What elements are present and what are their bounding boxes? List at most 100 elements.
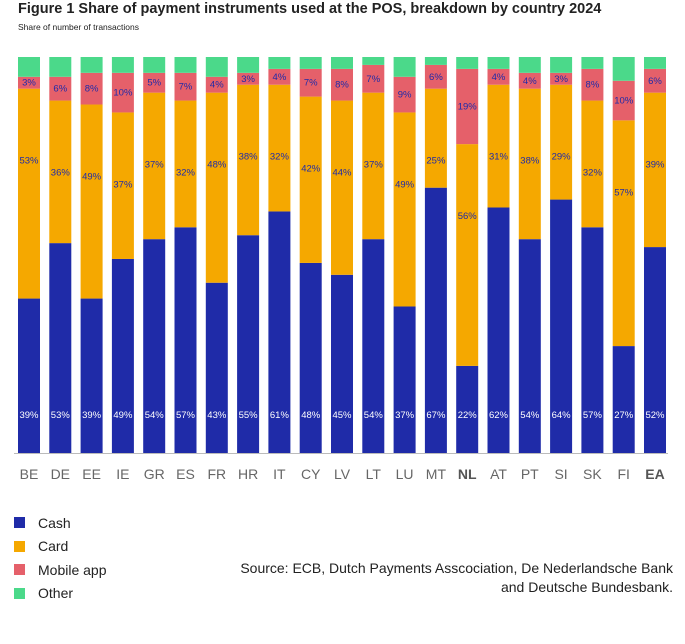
bar-other-lu [393,57,416,77]
bar-mobile-app-de [49,76,72,101]
x-tick-label-ie: IE [116,466,129,482]
data-label-cash-be: 39% [19,410,39,421]
data-label-cash-gr: 54% [145,410,165,421]
data-label-card-si: 29% [552,152,572,163]
bar-card-at [487,84,510,208]
bar-mobile-app-sk [581,68,604,101]
bar-other-ee [80,57,103,73]
bar-card-it [268,84,291,212]
bar-mobile-app-be [18,76,40,89]
x-tick-label-fi: FI [617,466,629,482]
bar-mobile-app-mt [424,64,447,89]
bar-cash-gr [143,239,166,453]
x-tick-label-hr: HR [238,466,258,482]
x-tick-label-sk: SK [583,466,602,482]
bar-cash-de [49,243,72,453]
data-label-cash-it: 61% [270,410,290,421]
x-tick-label-at: AT [490,466,507,482]
bar-cash-at [487,207,510,453]
stacked-bar-chart: 39% 53% 3% BE 53% 36% 6% DE 39% 49% 8% EE 49% 37% 10% I… [14,57,668,482]
data-label-card-gr: 37% [145,160,165,171]
bar-card-de [49,100,72,244]
data-label-mobile-app-de: 6% [53,84,67,95]
source-line-2: and Deutsche Bundesbank. [500,579,673,595]
source-line-1: Source: ECB, Dutch Payments Asscociation… [240,560,673,576]
data-label-card-ee: 49% [82,172,102,183]
data-label-card-fr: 48% [207,160,227,171]
data-label-card-es: 32% [176,168,196,179]
bar-other-cy [299,57,322,69]
bar-other-fi [612,57,635,81]
bar-card-nl [456,144,479,366]
bar-mobile-app-gr [143,72,166,93]
bar-cash-ea [644,247,666,453]
data-label-card-fi: 57% [614,187,634,198]
data-label-card-lu: 49% [395,179,415,190]
bar-other-mt [424,57,447,65]
data-label-cash-nl: 22% [458,410,478,421]
bar-cash-lt [362,239,385,453]
legend-label-mobile-app: Mobile app [38,561,107,578]
bar-cash-ee [80,298,103,453]
data-label-mobile-app-fr: 4% [210,80,224,91]
bar-card-sk [581,100,604,228]
data-label-mobile-app-sk: 8% [586,80,600,91]
data-label-cash-hr: 55% [239,410,259,421]
data-label-mobile-app-lv: 8% [335,80,349,91]
bar-cash-sk [581,227,604,453]
data-label-card-nl: 56% [458,211,478,222]
data-label-card-hr: 38% [239,152,259,163]
data-label-mobile-app-si: 3% [554,74,568,85]
data-label-card-it: 32% [270,152,290,163]
bar-cash-be [18,298,40,453]
bar-mobile-app-ee [80,72,103,105]
data-label-cash-lt: 54% [364,410,384,421]
data-label-mobile-app-ie: 10% [113,88,133,99]
bar-card-ie [111,112,134,259]
x-tick-label-ee: EE [82,466,101,482]
x-tick-label-it: IT [273,466,286,482]
legend-swatch-mobile-app [14,564,25,576]
bar-cash-hr [237,235,260,453]
data-label-card-pt: 38% [520,156,540,167]
bar-card-lu [393,112,416,307]
data-label-mobile-app-ea: 6% [648,76,662,87]
x-tick-label-gr: GR [144,466,165,482]
legend-label-card: Card [38,538,69,555]
legend-label-cash: Cash [38,514,71,531]
bar-cash-es [174,227,197,453]
bar-mobile-app-ea [644,68,666,93]
bar-mobile-app-lu [393,76,416,113]
data-label-mobile-app-nl: 19% [458,102,478,113]
legend-item-cash: Cash [14,511,107,535]
bar-other-si [550,57,573,73]
x-tick-label-si: SI [554,466,567,482]
source-note: Source: ECB, Dutch Payments Asscociation… [240,559,673,597]
bar-card-si [550,84,573,200]
data-label-card-mt: 25% [426,156,446,167]
bar-other-sk [581,57,604,69]
data-label-card-lt: 37% [364,160,384,171]
data-label-card-at: 31% [489,152,509,163]
data-label-cash-ie: 49% [113,410,133,421]
x-tick-label-ea: EA [645,466,664,482]
bar-cash-it [268,211,291,453]
legend-item-other: Other [14,582,107,606]
bar-mobile-app-it [268,68,291,85]
bar-card-ee [80,104,103,299]
data-label-mobile-app-ee: 8% [85,84,99,95]
bar-card-fr [205,92,228,283]
x-tick-label-lu: LU [396,466,414,482]
bar-other-be [18,57,40,77]
x-tick-label-be: BE [20,466,39,482]
data-label-cash-si: 64% [552,410,572,421]
x-tick-label-pt: PT [521,466,539,482]
data-label-cash-lu: 37% [395,410,415,421]
bar-card-hr [237,84,260,236]
data-label-cash-sk: 57% [583,410,603,421]
data-label-mobile-app-cy: 7% [304,78,318,89]
bar-other-de [49,57,72,77]
data-label-cash-es: 57% [176,410,196,421]
bar-other-fr [205,57,228,77]
data-label-mobile-app-mt: 6% [429,72,443,83]
